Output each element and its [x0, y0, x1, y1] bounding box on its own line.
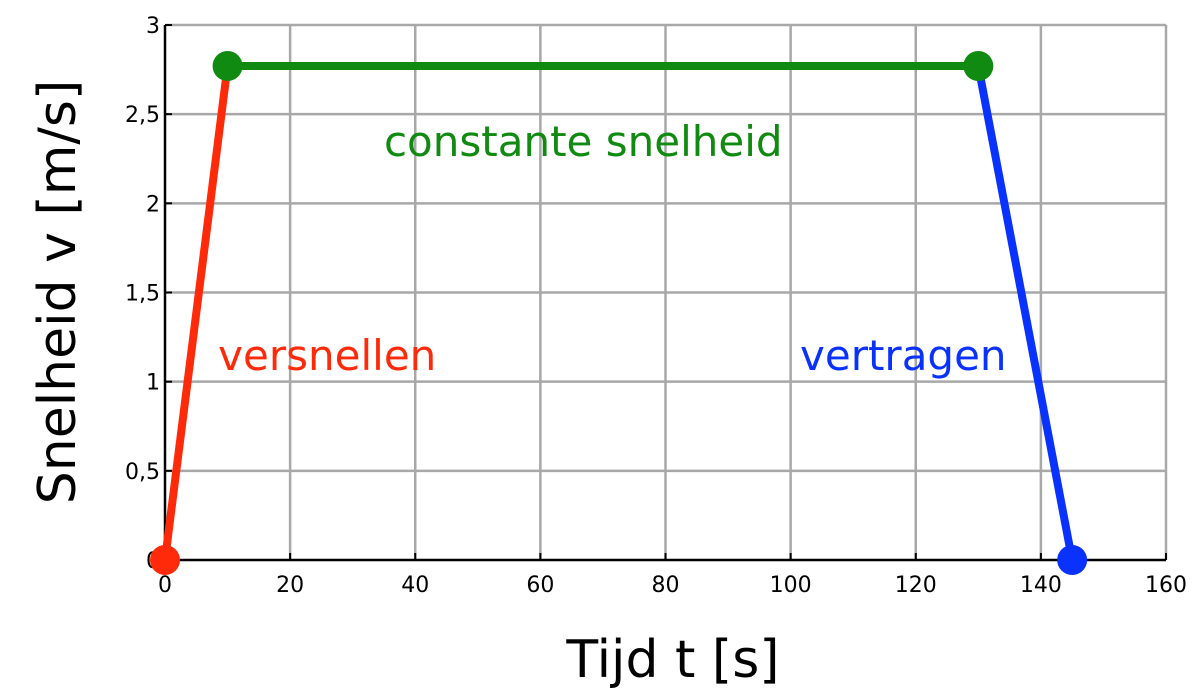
x-tick-label-0: 0	[158, 573, 172, 598]
annotation-1: versnellen	[218, 331, 436, 380]
y-tick-label-6: 3	[146, 14, 160, 39]
y-tick-label-4: 2	[146, 192, 160, 217]
x-tick-label-7: 140	[1020, 573, 1062, 598]
data-point-2	[963, 51, 994, 82]
axes	[163, 24, 1167, 562]
y-tick-label-1: 0,5	[125, 460, 160, 485]
grid	[165, 23, 1168, 560]
x-tick-label-5: 100	[770, 573, 812, 598]
y-tick-label-5: 2,5	[125, 103, 160, 128]
x-tick-label-6: 120	[895, 573, 937, 598]
x-tick-label-2: 40	[401, 573, 429, 598]
annotation-0: constante snelheid	[384, 117, 783, 166]
data-point-0	[150, 545, 180, 575]
x-tick-label-8: 160	[1145, 573, 1187, 598]
data-points	[150, 51, 1088, 575]
x-axis-title: Tijd t [s]	[565, 630, 779, 690]
y-axis-title: Snelheid v [m/s]	[28, 80, 88, 504]
y-tick-label-2: 1	[146, 371, 160, 396]
data-point-3	[1057, 545, 1088, 575]
tick-labels: 02040608010012014016000,511,522,53	[125, 14, 1187, 598]
annotations: constante snelheid versnellen vertragen	[218, 117, 1006, 380]
y-tick-label-3: 1,5	[125, 282, 160, 307]
series-line-0	[161, 62, 232, 564]
x-tick-label-1: 20	[276, 573, 304, 598]
annotation-2: vertragen	[800, 331, 1007, 380]
series-line-2	[974, 62, 1077, 564]
x-tick-label-3: 60	[526, 573, 554, 598]
data-point-1	[212, 51, 243, 82]
series	[161, 62, 1077, 564]
x-tick-label-4: 80	[652, 573, 680, 598]
